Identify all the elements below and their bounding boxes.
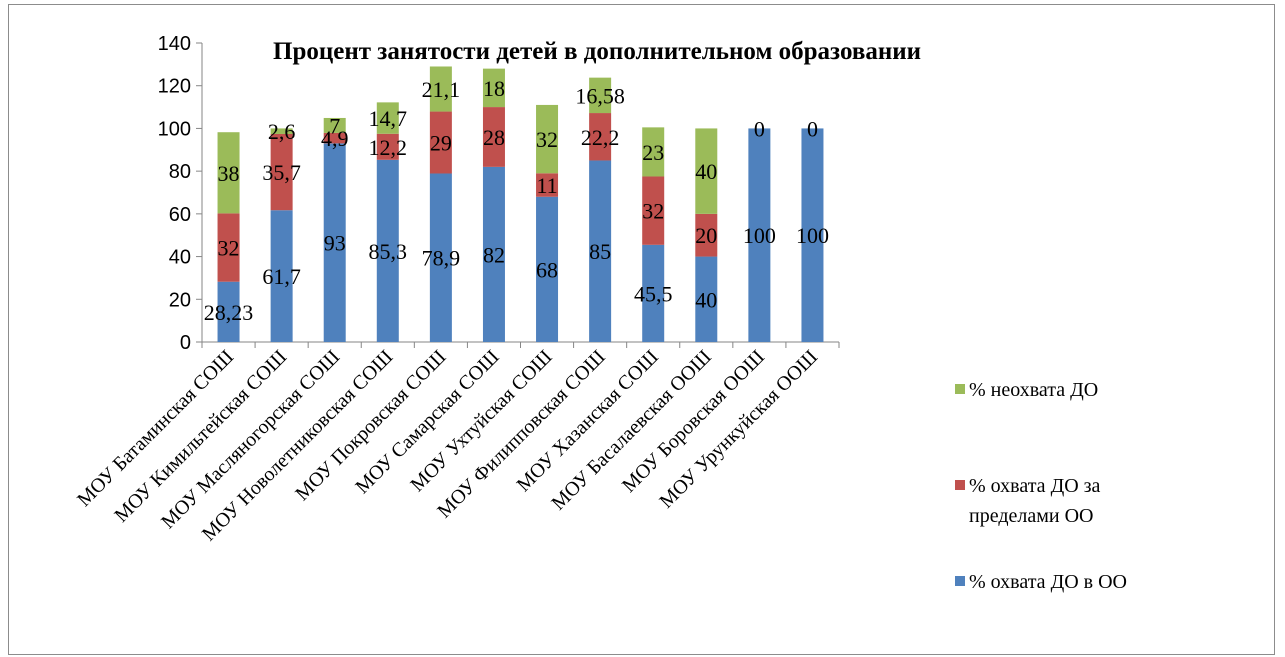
data-label: 61,7: [262, 264, 301, 289]
bar-segment: [323, 117, 346, 133]
chart-title: Процент занятости детей в дополнительном…: [273, 38, 921, 65]
data-label: 100: [796, 223, 829, 248]
bar-segment: [642, 176, 665, 245]
data-label: 14,7: [369, 106, 408, 131]
bar-segment: [642, 244, 665, 342]
data-label: 78,9: [422, 246, 461, 271]
data-label: 93: [324, 231, 346, 256]
bar-segment: [695, 256, 718, 342]
bar-segment: [429, 111, 452, 174]
data-label: 28: [483, 125, 505, 150]
y-tick-label: 140: [158, 33, 191, 55]
y-tick-label: 120: [158, 76, 191, 98]
stacked-bar-chart: Процент занятости детей в дополнительном…: [73, 33, 1127, 593]
data-label: 32: [536, 127, 558, 152]
legend-label: % охвата ДО в ОО: [969, 571, 1127, 593]
bar-segment: [482, 166, 505, 342]
y-tick-label: 60: [169, 204, 191, 226]
bar-segment: [695, 213, 718, 257]
legend-label: пределами ОО: [969, 505, 1093, 527]
bar-segment: [376, 102, 399, 134]
bar-segment: [217, 132, 240, 214]
data-label: 82: [483, 242, 505, 267]
y-tick-label: 100: [158, 118, 191, 140]
data-label: 0: [807, 116, 818, 141]
data-label: 20: [695, 223, 717, 248]
data-label: 23: [642, 140, 664, 165]
legend-swatch: [955, 480, 965, 490]
bar-segment: [323, 132, 346, 144]
bar-segment: [642, 127, 665, 177]
bar-segment: [217, 213, 240, 282]
bar-segment: [695, 128, 718, 214]
data-label: 12,2: [369, 135, 408, 160]
data-label: 85: [589, 239, 611, 264]
bars: [217, 66, 824, 342]
bar-segment: [801, 128, 824, 342]
data-label: 40: [695, 287, 717, 312]
bar-segment: [270, 133, 293, 211]
bar-segment: [323, 143, 346, 342]
data-label: 68: [536, 257, 558, 282]
data-label: 18: [483, 76, 505, 101]
data-label: 85,3: [369, 239, 408, 264]
data-label: 32: [642, 199, 664, 224]
bar-segment: [536, 173, 559, 197]
bar-segment: [589, 160, 612, 342]
data-label: 0: [754, 116, 765, 141]
legend-swatch: [955, 384, 965, 394]
bar-segment: [589, 113, 612, 161]
bar-segment: [429, 66, 452, 112]
legend-label: % охвата ДО за: [969, 475, 1101, 497]
bar-segment: [270, 128, 293, 134]
data-label: 35,7: [262, 160, 301, 185]
bar-segment: [748, 128, 771, 342]
bar-segment: [376, 133, 399, 160]
chart-frame: Процент занятости детей в дополнительном…: [8, 4, 1275, 655]
data-label: 11: [536, 173, 557, 198]
data-label: 28,23: [204, 300, 254, 325]
data-label: 45,5: [634, 281, 673, 306]
legend-swatch: [955, 576, 965, 586]
legend-label: % неохвата ДО: [969, 379, 1098, 401]
data-label: 32: [218, 236, 240, 261]
y-tick-label: 80: [169, 161, 191, 183]
bar-segment: [536, 196, 559, 342]
data-label: 2,6: [268, 119, 296, 144]
data-label: 16,58: [575, 83, 625, 108]
data-label: 100: [743, 223, 776, 248]
legend: % неохвата ДО % охвата ДО за пределами ОО%…: [955, 379, 1127, 593]
bar-segment: [217, 281, 240, 342]
bar-segment: [536, 104, 559, 174]
bar-segment: [270, 210, 293, 342]
bar-segment: [482, 107, 505, 167]
y-tick-label: 0: [180, 332, 191, 354]
data-label: 7: [329, 113, 340, 138]
data-label: 21,1: [422, 77, 461, 102]
y-tick-label: 20: [169, 289, 191, 311]
y-tick-label: 40: [169, 247, 191, 269]
data-label: 38: [218, 161, 240, 186]
data-label: 40: [695, 159, 717, 184]
data-label: 4,9: [321, 126, 349, 151]
data-label: 22,2: [581, 125, 620, 150]
bar-segment: [482, 68, 505, 108]
axes: 0 20 40 60 80 100 120 140: [158, 33, 840, 354]
data-labels: 28,23 32 38 61,7 35,7 2,6 93 4,97 85,3 12,2 14,7 78…: [204, 76, 829, 325]
data-label: 29: [430, 131, 452, 156]
bar-segment: [589, 77, 612, 114]
bar-segment: [376, 159, 399, 342]
bar-segment: [429, 173, 452, 342]
